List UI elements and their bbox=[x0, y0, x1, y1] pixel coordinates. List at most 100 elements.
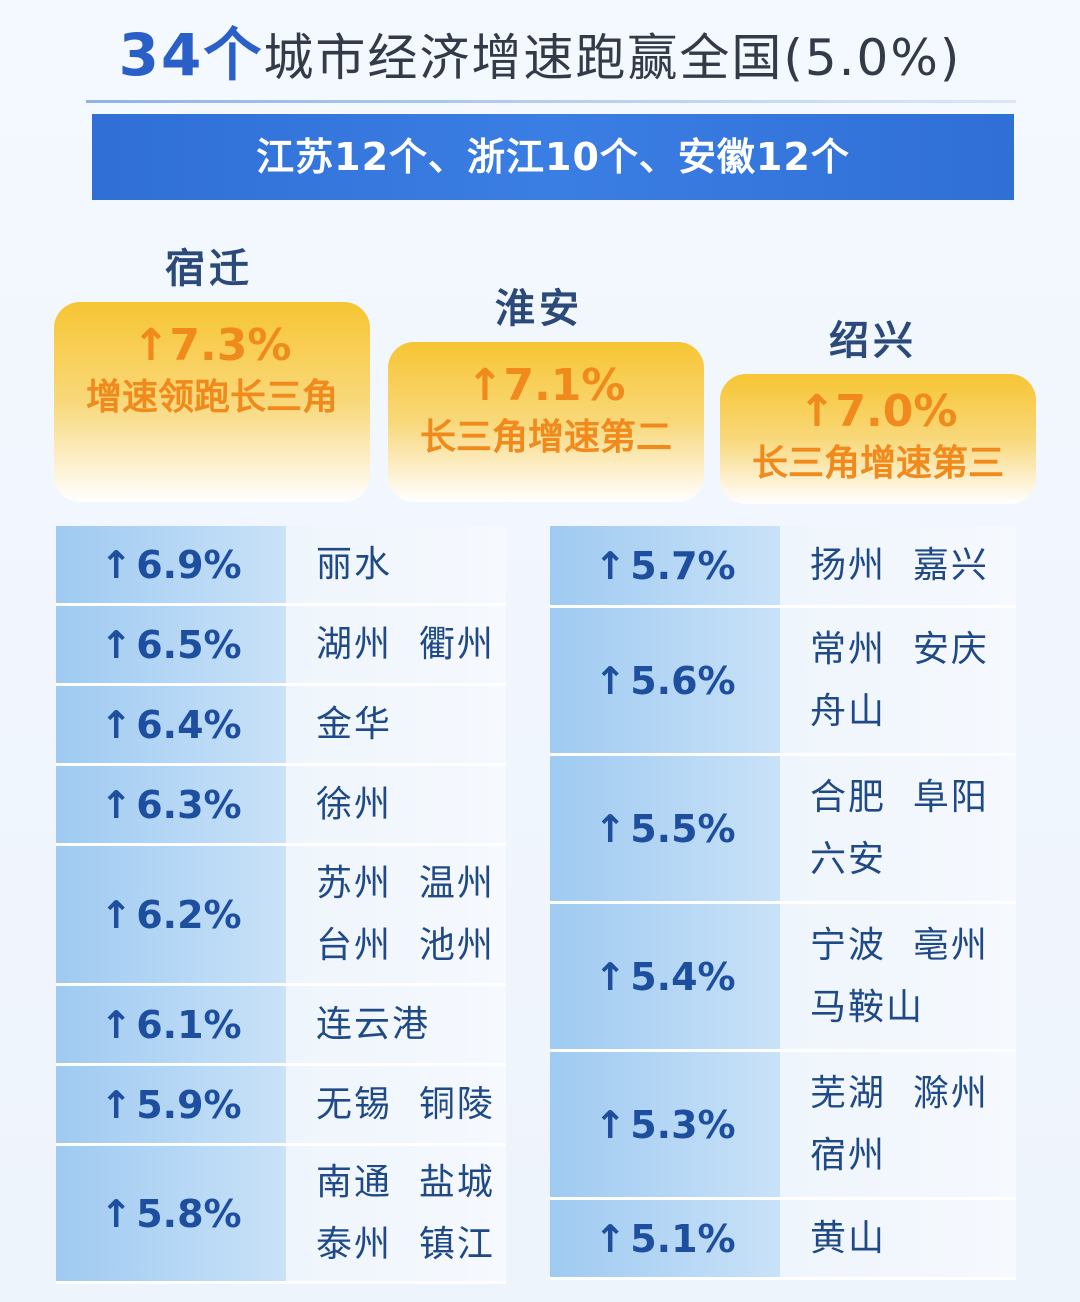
growth-rate-value: 6.2% bbox=[136, 892, 242, 937]
growth-rate-value: 5.8% bbox=[136, 1191, 242, 1236]
city-list-line: 南通 盐城 bbox=[316, 1161, 495, 1203]
city-list-cell: 丽水 bbox=[286, 526, 506, 606]
growth-rate-cell: ↑ 5.6% bbox=[550, 608, 780, 756]
city-list-line: 泰州 镇江 bbox=[316, 1223, 495, 1265]
page-title: 34个城市经济增速跑赢全国(5.0%) bbox=[0, 8, 1080, 92]
top1-rate: ↑7.3% bbox=[132, 320, 292, 371]
growth-rate-value: 5.5% bbox=[630, 806, 736, 851]
top1-city: 宿迁 bbox=[165, 246, 253, 292]
title-count: 34个 bbox=[118, 21, 264, 89]
growth-rate-value: 5.3% bbox=[630, 1102, 736, 1147]
top3-rate: ↑7.0% bbox=[798, 386, 958, 437]
city-list-cell: 苏州 温州台州 池州 bbox=[286, 846, 506, 986]
growth-rate-value: 6.1% bbox=[136, 1002, 242, 1047]
growth-rate-cell: ↑ 5.5% bbox=[550, 756, 780, 904]
top3-desc: 长三角增速第三 bbox=[751, 443, 1004, 484]
table-row: ↑ 5.8% 南通 盐城 泰州 镇江 bbox=[56, 1146, 506, 1284]
table-row: ↑ 5.3% 芜湖 滁州 宿州 bbox=[550, 1052, 1016, 1200]
city-list-line: 徐州 bbox=[316, 783, 393, 825]
city-list-line: 金华 bbox=[316, 703, 393, 745]
city-list-line: 台州 池州 bbox=[316, 924, 495, 966]
city-list-cell: 徐州 bbox=[286, 766, 506, 846]
table-row: ↑ 5.1% 黄山 bbox=[550, 1200, 1016, 1280]
growth-rate-value: 5.6% bbox=[630, 658, 736, 703]
arrow-up-icon: ↑ bbox=[100, 782, 133, 827]
table-row: ↑ 5.7% 扬州 嘉兴 bbox=[550, 526, 1016, 608]
city-list-line: 黄山 bbox=[810, 1217, 887, 1259]
arrow-up-icon: ↑ bbox=[100, 1082, 133, 1127]
table-row: ↑ 5.5% 合肥 阜阳 六安 bbox=[550, 756, 1016, 904]
city-list-line: 连云港 bbox=[316, 1003, 431, 1045]
city-list-line: 六安 bbox=[810, 838, 887, 880]
growth-rate-cell: ↑ 5.7% bbox=[550, 526, 780, 608]
city-list-line: 马鞍山 bbox=[810, 986, 925, 1028]
city-list-cell: 常州 安庆 舟山 bbox=[780, 608, 1016, 756]
top2-desc: 长三角增速第二 bbox=[419, 417, 672, 458]
growth-rate-cell: ↑ 5.9% bbox=[56, 1066, 286, 1146]
city-list-cell: 合肥 阜阳 六安 bbox=[780, 756, 1016, 904]
growth-rate-value: 5.7% bbox=[630, 543, 736, 588]
title-text: 城市经济增速跑赢全国(5.0%) bbox=[263, 29, 962, 87]
city-list-cell: 黄山 bbox=[780, 1200, 1016, 1280]
growth-rate-value: 5.4% bbox=[630, 954, 736, 999]
table-row: ↑ 6.3% 徐州 bbox=[56, 766, 506, 846]
growth-rate-cell: ↑ 5.3% bbox=[550, 1052, 780, 1200]
growth-rate-value: 6.4% bbox=[136, 702, 242, 747]
province-banner: 江苏12个、浙江10个、安徽12个 bbox=[92, 114, 1014, 200]
growth-rate-cell: ↑ 6.3% bbox=[56, 766, 286, 846]
arrow-up-icon: ↑ bbox=[594, 1102, 627, 1147]
city-list-cell: 芜湖 滁州 宿州 bbox=[780, 1052, 1016, 1200]
table-row: ↑ 6.9% 丽水 bbox=[56, 526, 506, 606]
city-list-line: 扬州 嘉兴 bbox=[810, 544, 989, 586]
growth-rate-cell: ↑ 6.4% bbox=[56, 686, 286, 766]
city-list-line: 芜湖 滁州 bbox=[810, 1072, 989, 1114]
arrow-up-icon: ↑ bbox=[100, 1002, 133, 1047]
city-list-line: 湖州 衢州 bbox=[316, 623, 495, 665]
growth-rate-value: 6.9% bbox=[136, 542, 242, 587]
arrow-up-icon: ↑ bbox=[100, 542, 133, 587]
table-row: ↑ 5.6% 常州 安庆 舟山 bbox=[550, 608, 1016, 756]
growth-rate-cell: ↑ 6.5% bbox=[56, 606, 286, 686]
table-row: ↑ 6.2% 苏州 温州 台州 池州 bbox=[56, 846, 506, 986]
growth-rate-cell: ↑ 6.1% bbox=[56, 986, 286, 1066]
arrow-up-icon: ↑ bbox=[100, 702, 133, 747]
arrow-up-icon: ↑ bbox=[594, 658, 627, 703]
city-list-line: 苏州 温州 bbox=[316, 862, 495, 904]
growth-rate-value: 6.5% bbox=[136, 622, 242, 667]
top1-card: ↑7.3% 增速领跑长三角 bbox=[54, 302, 370, 502]
growth-rate-value: 5.1% bbox=[630, 1216, 736, 1261]
city-list-line: 宁波 亳州 bbox=[810, 924, 989, 966]
arrow-up-icon: ↑ bbox=[594, 806, 627, 851]
arrow-up-icon: ↑ bbox=[100, 892, 133, 937]
table-row: ↑ 6.4% 金华 bbox=[56, 686, 506, 766]
city-list-cell: 湖州 衢州 bbox=[286, 606, 506, 686]
table-row: ↑ 5.9% 无锡 铜陵 bbox=[56, 1066, 506, 1146]
growth-rate-cell: ↑ 6.9% bbox=[56, 526, 286, 606]
arrow-up-icon: ↑ bbox=[100, 622, 133, 667]
city-list-cell: 南通 盐城泰州 镇江 bbox=[286, 1146, 506, 1284]
city-list-line: 常州 安庆 bbox=[810, 628, 989, 670]
city-list-line: 无锡 铜陵 bbox=[316, 1083, 495, 1125]
growth-rate-cell: ↑ 5.8% bbox=[56, 1146, 286, 1284]
top3-city: 绍兴 bbox=[829, 318, 917, 364]
city-list-cell: 宁波 亳州 马鞍山 bbox=[780, 904, 1016, 1052]
title-divider bbox=[86, 100, 1016, 103]
city-list-line: 丽水 bbox=[316, 543, 393, 585]
top2-city: 淮安 bbox=[495, 286, 583, 332]
arrow-up-icon: ↑ bbox=[594, 543, 627, 588]
top1-desc: 增速领跑长三角 bbox=[85, 377, 338, 418]
growth-rate-cell: ↑ 5.4% bbox=[550, 904, 780, 1052]
top2-rate: ↑7.1% bbox=[466, 360, 626, 411]
city-list-cell: 连云港 bbox=[286, 986, 506, 1066]
growth-rate-cell: ↑ 5.1% bbox=[550, 1200, 780, 1280]
city-list-cell: 金华 bbox=[286, 686, 506, 766]
city-list-line: 舟山 bbox=[810, 690, 887, 732]
growth-rate-value: 5.9% bbox=[136, 1082, 242, 1127]
growth-rate-cell: ↑ 6.2% bbox=[56, 846, 286, 986]
growth-rate-value: 6.3% bbox=[136, 782, 242, 827]
city-list-line: 合肥 阜阳 bbox=[810, 776, 989, 818]
table-row: ↑ 5.4% 宁波 亳州 马鞍山 bbox=[550, 904, 1016, 1052]
city-list-cell: 扬州 嘉兴 bbox=[780, 526, 1016, 608]
arrow-up-icon: ↑ bbox=[594, 1216, 627, 1261]
top3-card: ↑7.0% 长三角增速第三 bbox=[720, 374, 1036, 504]
